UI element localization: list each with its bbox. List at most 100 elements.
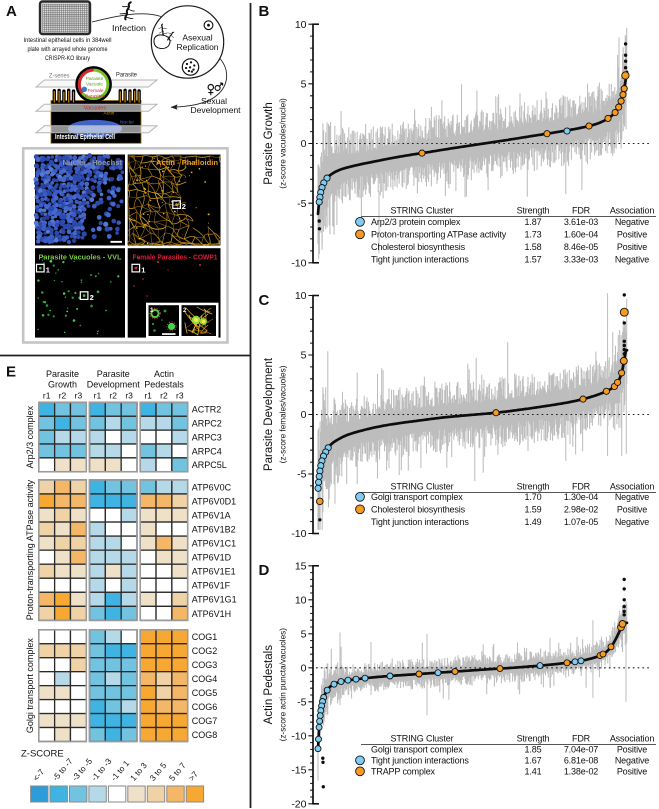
svg-text:Strength: Strength [517, 482, 550, 492]
svg-text:r3: r3 [176, 391, 184, 401]
svg-text:Strength: Strength [517, 206, 550, 216]
svg-text:1.38e-02: 1.38e-02 [564, 767, 598, 777]
svg-text:ATP6V1A: ATP6V1A [192, 510, 231, 520]
svg-text:ATP6V0D1: ATP6V0D1 [192, 496, 236, 506]
svg-text:10: 10 [295, 290, 307, 302]
svg-text:COG2: COG2 [192, 646, 218, 656]
svg-text:FDR: FDR [572, 734, 591, 744]
svg-text:COG4: COG4 [192, 674, 218, 684]
svg-text:2.98e-02: 2.98e-02 [564, 505, 598, 515]
svg-text:STRING Cluster: STRING Cluster [391, 734, 454, 744]
svg-text:Pedestals: Pedestals [144, 380, 184, 390]
svg-text:r1: r1 [94, 391, 102, 401]
svg-text:Proton-transporting ATPase act: Proton-transporting ATPase activity [25, 479, 35, 620]
svg-text:3.33e-03: 3.33e-03 [564, 255, 598, 265]
svg-text:ARPC4: ARPC4 [192, 446, 222, 456]
svg-text:ATP6V1G1: ATP6V1G1 [192, 595, 237, 605]
svg-text:D: D [259, 562, 270, 579]
svg-text:Replication: Replication [176, 42, 218, 52]
svg-text:Parasite Growth: Parasite Growth [263, 102, 275, 184]
svg-text:1.87: 1.87 [525, 217, 542, 227]
svg-text:Z-series: Z-series [49, 73, 70, 80]
svg-text:6.81e-08: 6.81e-08 [564, 756, 598, 766]
svg-text:1.07e-05: 1.07e-05 [564, 517, 598, 527]
svg-text:Negative: Negative [615, 517, 649, 527]
svg-text:Female Parasites - COWP1: Female Parasites - COWP1 [133, 253, 218, 262]
svg-text:r1: r1 [144, 391, 152, 401]
svg-text:5: 5 [301, 628, 307, 640]
svg-text:Cholesterol biosynthesis: Cholesterol biosynthesis [371, 505, 466, 515]
svg-text:Positive: Positive [617, 745, 647, 755]
svg-text:Z-SCORE: Z-SCORE [21, 749, 64, 760]
svg-text:Arp2/3 protein complex: Arp2/3 protein complex [371, 217, 461, 227]
svg-text:5: 5 [301, 78, 307, 90]
svg-text:ATP6V1E1: ATP6V1E1 [192, 567, 236, 577]
svg-text:COG6: COG6 [192, 702, 218, 712]
svg-text:10: 10 [295, 19, 307, 31]
svg-text:-5: -5 [297, 198, 306, 210]
svg-text:Positive: Positive [617, 767, 647, 777]
svg-text:1.41: 1.41 [525, 767, 542, 777]
svg-text:(z-score actin puncta/vacuoles: (z-score actin puncta/vacuoles) [279, 628, 288, 742]
svg-text:1.49: 1.49 [525, 517, 542, 527]
svg-text:Golgi transport complex: Golgi transport complex [371, 745, 463, 755]
svg-text:1.85: 1.85 [525, 745, 542, 755]
svg-text:0: 0 [301, 138, 307, 150]
svg-text:Infection: Infection [112, 23, 146, 33]
svg-text:Negative: Negative [615, 492, 649, 502]
svg-text:1: 1 [46, 265, 50, 274]
svg-text:Tight junction interactions: Tight junction interactions [371, 517, 469, 527]
svg-text:7.04e-07: 7.04e-07 [564, 745, 598, 755]
svg-text:Parasite: Parasite [116, 72, 137, 79]
svg-text:COG5: COG5 [192, 688, 218, 698]
svg-text:Development: Development [87, 380, 141, 390]
svg-text:1.60e-04: 1.60e-04 [564, 230, 598, 240]
svg-text:ATP6V1H: ATP6V1H [192, 609, 231, 619]
svg-text:Strength: Strength [517, 734, 550, 744]
svg-text:Actin Pedestals: Actin Pedestals [263, 645, 275, 725]
svg-text:COG8: COG8 [192, 730, 218, 740]
svg-text:-10: -10 [291, 730, 306, 742]
svg-text:Female: Female [88, 88, 104, 94]
svg-text:1.59: 1.59 [525, 505, 542, 515]
svg-text:Intestinal Epithelial Cell: Intestinal Epithelial Cell [55, 134, 115, 141]
svg-text:Golgi transport complex: Golgi transport complex [25, 638, 35, 734]
svg-text:r2: r2 [59, 391, 67, 401]
svg-text:B: B [259, 3, 270, 20]
svg-text:r2: r2 [109, 391, 117, 401]
svg-text:COG1: COG1 [192, 632, 218, 642]
svg-text:ARPC5L: ARPC5L [192, 460, 227, 470]
svg-text:C: C [259, 292, 270, 309]
svg-text:Negative: Negative [615, 255, 649, 265]
svg-text:COG3: COG3 [192, 660, 218, 670]
svg-text:Golgi transport complex: Golgi transport complex [371, 492, 463, 502]
svg-text:Association: Association [610, 206, 655, 216]
svg-text:CRISPR-KO library: CRISPR-KO library [45, 55, 91, 62]
svg-text:Cholesterol biosynthesis: Cholesterol biosynthesis [371, 242, 466, 252]
svg-text:15: 15 [295, 560, 307, 572]
svg-text:Parasite Vacuoles - VVL: Parasite Vacuoles - VVL [39, 253, 123, 262]
svg-text:0: 0 [301, 662, 307, 674]
svg-text:ARPC3: ARPC3 [192, 433, 222, 443]
svg-text:Association: Association [610, 734, 655, 744]
svg-text:r1: r1 [43, 391, 51, 401]
svg-text:Parasite: Parasite [86, 76, 104, 82]
svg-text:Nuclei: Nuclei [120, 119, 134, 125]
svg-text:0: 0 [301, 409, 307, 421]
svg-text:ATP6V1C1: ATP6V1C1 [192, 539, 236, 549]
svg-text:1: 1 [141, 265, 145, 274]
svg-text:Vacuole: Vacuole [86, 81, 103, 87]
svg-text:E: E [6, 364, 16, 381]
svg-text:1.58: 1.58 [525, 242, 542, 252]
svg-text:Parasites: Parasites [85, 94, 106, 100]
svg-text:2: 2 [182, 202, 186, 211]
svg-text:Parasite Development: Parasite Development [263, 357, 275, 471]
svg-text:Parasite: Parasite [97, 369, 130, 379]
svg-text:Actin - Phalloidin: Actin - Phalloidin [156, 158, 218, 167]
svg-text:1.73: 1.73 [525, 230, 542, 240]
svg-text:Tight junction interactions: Tight junction interactions [371, 756, 469, 766]
svg-text:Proton-transporting ATPase act: Proton-transporting ATPase activity [371, 230, 507, 240]
svg-text:Intestinal epithelial cells in: Intestinal epithelial cells in 384well [24, 37, 112, 44]
svg-text:-10: -10 [291, 257, 306, 269]
svg-text:1: 1 [150, 307, 154, 314]
